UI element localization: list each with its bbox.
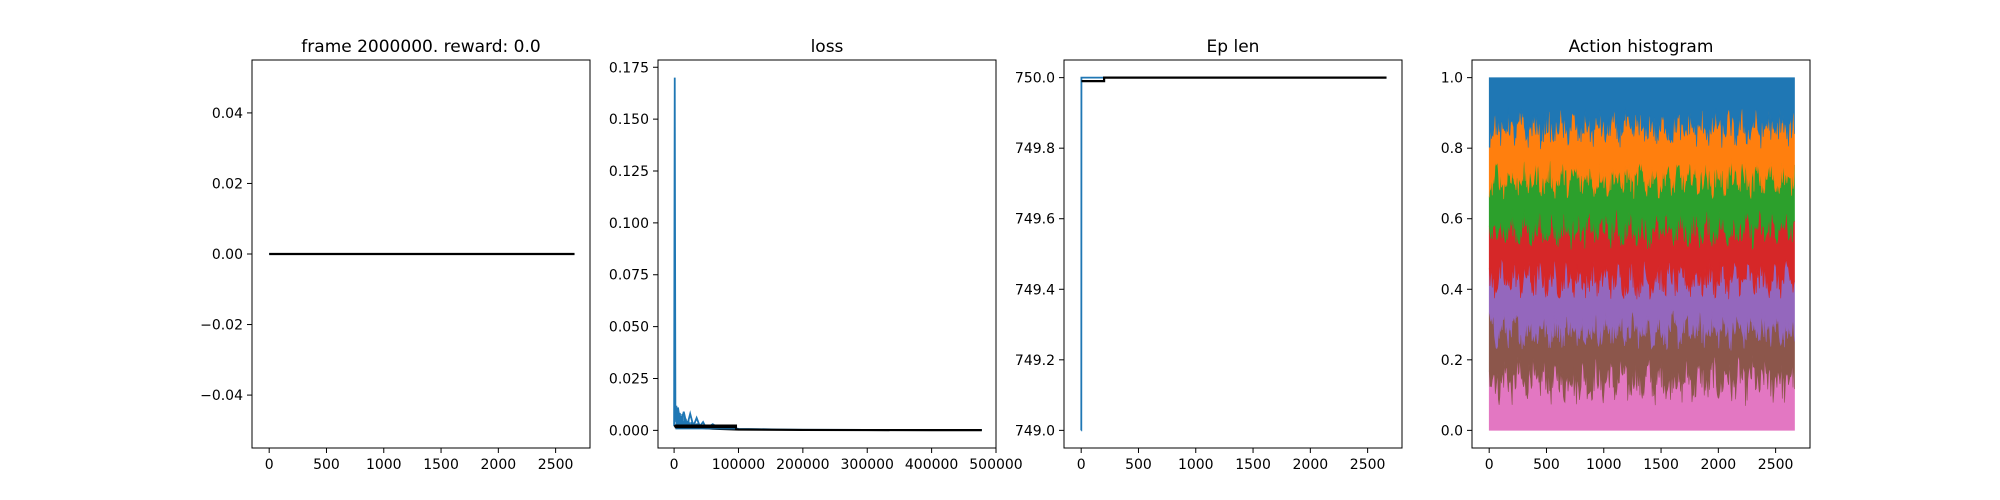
y-tick-label: 0.4 bbox=[1441, 282, 1463, 298]
x-tick-label: 400000 bbox=[905, 457, 958, 473]
x-tick-label: 500 bbox=[1533, 457, 1560, 473]
y-tick-label: 0.8 bbox=[1441, 141, 1463, 157]
x-tick-label: 500 bbox=[313, 457, 340, 473]
loss-plot-title: loss bbox=[811, 37, 844, 57]
reward-plot-title: frame 2000000. reward: 0.0 bbox=[301, 37, 540, 57]
x-tick-label: 2000 bbox=[1293, 457, 1329, 473]
ep-len-plot-frame bbox=[1063, 59, 1403, 449]
x-tick-label: 500000 bbox=[969, 457, 1022, 473]
y-tick-label: 749.2 bbox=[1015, 353, 1055, 369]
action-histogram-plot-frame bbox=[1471, 59, 1811, 449]
y-tick-label: 0.050 bbox=[609, 320, 649, 336]
x-tick-label: 0 bbox=[670, 457, 679, 473]
x-tick-label: 0 bbox=[1485, 457, 1494, 473]
reward-plot-ticks: 0 500 1000 1500 2000 2500 −0.04 −0.02 0.00 0.02 0.… bbox=[200, 106, 573, 473]
x-tick-label: 2500 bbox=[1350, 457, 1386, 473]
ep-len-plot-area bbox=[1080, 76, 1387, 432]
x-tick-label: 300000 bbox=[841, 457, 894, 473]
x-tick-label: 2000 bbox=[1701, 457, 1737, 473]
y-tick-label: 0.04 bbox=[212, 106, 243, 122]
action-histogram-plot-axes-box bbox=[1471, 59, 1811, 449]
x-tick-label: 500 bbox=[1125, 457, 1152, 473]
action-histogram-plot-area bbox=[1488, 77, 1795, 431]
x-tick-label: 100000 bbox=[712, 457, 765, 473]
action-histogram-plot: 0 500 1000 1500 2000 2500 0.0 0.2 0.4 0.6 0.8 1.0 A… bbox=[1441, 37, 1811, 473]
ep-len-plot: 0 500 1000 1500 2000 2500 749.0 749.2 749.4 749.6… bbox=[1015, 37, 1403, 473]
y-tick-label: 0.6 bbox=[1441, 212, 1463, 228]
action-6-area bbox=[1488, 77, 1795, 150]
y-tick-label: 1.0 bbox=[1441, 71, 1463, 87]
ep-len-plot-series-group bbox=[1080, 76, 1387, 432]
x-tick-label: 0 bbox=[265, 457, 274, 473]
ep-len-plot-series-line-1 bbox=[1081, 76, 1387, 83]
x-tick-label: 2500 bbox=[538, 457, 574, 473]
y-tick-label: 0.150 bbox=[609, 112, 649, 128]
x-tick-label: 0 bbox=[1077, 457, 1086, 473]
y-tick-label: 0.175 bbox=[609, 60, 649, 76]
loss-plot-frame bbox=[657, 59, 997, 449]
x-tick-label: 1500 bbox=[423, 457, 459, 473]
x-tick-label: 2500 bbox=[1758, 457, 1794, 473]
loss-plot-series-group bbox=[673, 77, 982, 432]
x-tick-label: 1000 bbox=[366, 457, 402, 473]
y-tick-label: 749.4 bbox=[1015, 282, 1055, 298]
action-histogram-plot-title: Action histogram bbox=[1569, 37, 1714, 57]
x-tick-label: 1500 bbox=[1235, 457, 1271, 473]
loss-smoothed-band bbox=[674, 424, 738, 429]
y-tick-label: 749.0 bbox=[1015, 423, 1055, 439]
loss-plot-area bbox=[673, 77, 982, 432]
x-tick-label: 1000 bbox=[1178, 457, 1214, 473]
loss-plot-ticks: 0 100000 200000 300000 400000 500000 0.000 0.02… bbox=[609, 60, 1023, 473]
y-tick-label: 750.0 bbox=[1015, 71, 1055, 87]
y-tick-label: 749.6 bbox=[1015, 212, 1055, 228]
x-tick-label: 200000 bbox=[776, 457, 829, 473]
y-tick-label: −0.04 bbox=[200, 388, 243, 404]
x-tick-label: 1500 bbox=[1643, 457, 1679, 473]
y-tick-label: 0.2 bbox=[1441, 353, 1463, 369]
y-tick-label: 0.100 bbox=[609, 216, 649, 232]
y-tick-label: 0.000 bbox=[609, 423, 649, 439]
ep-len-plot-axes-box bbox=[1063, 59, 1403, 449]
y-tick-label: 0.025 bbox=[609, 371, 649, 387]
y-tick-label: 0.075 bbox=[609, 268, 649, 284]
x-tick-label: 2000 bbox=[481, 457, 517, 473]
loss-plot: 0 100000 200000 300000 400000 500000 0.000 0.02… bbox=[609, 37, 1023, 473]
y-tick-label: 749.8 bbox=[1015, 141, 1055, 157]
action-histogram-plot-series-group bbox=[1488, 77, 1795, 431]
y-tick-label: 0.02 bbox=[212, 176, 243, 192]
ep-len-plot-ticks: 0 500 1000 1500 2000 2500 749.0 749.2 749.4 749.6… bbox=[1015, 71, 1386, 473]
y-tick-label: −0.02 bbox=[200, 318, 243, 334]
y-tick-label: 0.125 bbox=[609, 164, 649, 180]
y-tick-label: 0.0 bbox=[1441, 423, 1463, 439]
reward-plot: 0 500 1000 1500 2000 2500 −0.04 −0.02 0.00 0.02 0.… bbox=[200, 37, 591, 473]
ep-len-plot-title: Ep len bbox=[1207, 37, 1260, 57]
y-tick-label: 0.00 bbox=[212, 247, 243, 263]
x-tick-label: 1000 bbox=[1586, 457, 1622, 473]
action-histogram-plot-ticks: 0 500 1000 1500 2000 2500 0.0 0.2 0.4 0.6 0.8 1.0 bbox=[1441, 71, 1794, 473]
loss-plot-axes-box bbox=[657, 59, 997, 449]
